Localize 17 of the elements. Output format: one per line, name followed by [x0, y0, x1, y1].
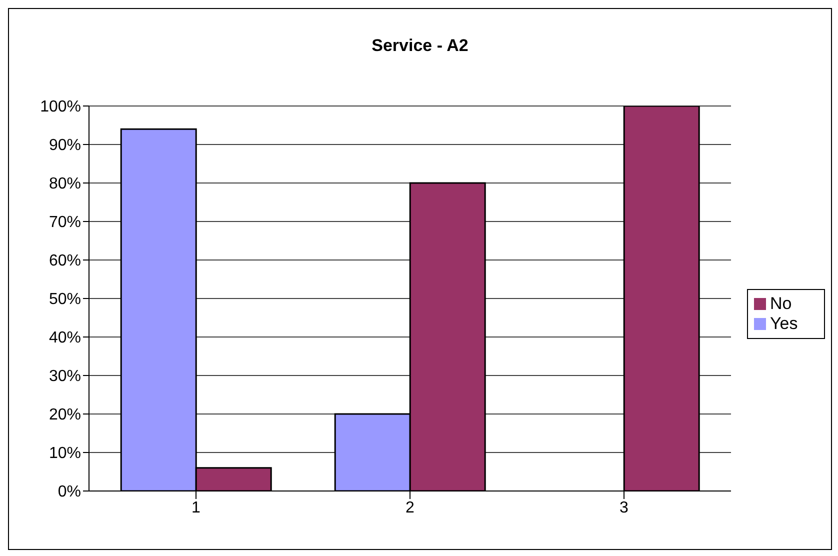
y-tick-label: 90% [48, 137, 81, 154]
x-tick-label: 2 [406, 499, 415, 516]
y-tick-label: 60% [48, 252, 81, 270]
x-tick-label: 3 [620, 499, 629, 516]
y-tick-label: 100% [40, 98, 81, 116]
y-tick-label: 0% [58, 484, 81, 501]
y-tick-label: 40% [48, 330, 81, 347]
y-tick-label: 10% [48, 445, 81, 462]
y-tick-label: 20% [48, 406, 81, 424]
y-tick-label: 30% [48, 368, 81, 386]
legend-label: No [770, 294, 792, 312]
legend-label: Yes [770, 314, 798, 332]
y-tick-label: 70% [48, 214, 81, 232]
x-tick-label: 1 [192, 499, 201, 516]
y-tick-label: 50% [48, 291, 81, 308]
y-tick-label: 80% [48, 176, 81, 193]
chart-title: Service - A2 [370, 35, 470, 57]
